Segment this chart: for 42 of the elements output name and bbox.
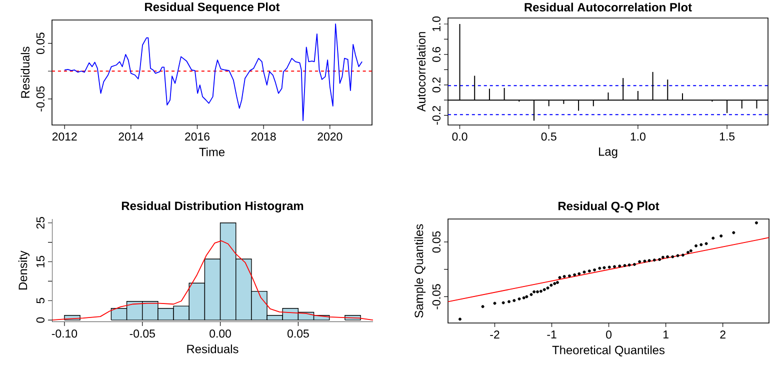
- y-tick-label: -0.2: [432, 106, 440, 125]
- y-tick-label: 0.05: [432, 231, 440, 253]
- chart-title: Residual Q-Q Plot: [558, 201, 660, 212]
- x-tick-label: -0.10: [52, 330, 78, 338]
- x-tick-label: 2018: [251, 132, 276, 141]
- x-tick-label: 2016: [185, 132, 210, 141]
- y-axis-title: Density: [18, 250, 30, 290]
- chart-title: Residual Autocorrelation Plot: [524, 2, 692, 12]
- y-tick-label: 5: [36, 298, 44, 304]
- x-tick-label: 1: [663, 330, 668, 338]
- x-tick-label: -0.05: [130, 330, 155, 338]
- y-axis-title: Sample Quantiles: [414, 224, 426, 318]
- x-axis-title: Residuals: [187, 344, 238, 354]
- x-tick-label: 2012: [52, 132, 77, 141]
- x-tick-label: 2014: [118, 132, 144, 141]
- y-tick-label: 25: [36, 216, 44, 229]
- y-axis-title: Residuals: [20, 46, 30, 98]
- x-tick-label: 0.05: [288, 330, 309, 338]
- x-tick-label: -1: [547, 330, 556, 338]
- y-tick-label: -0.05: [36, 86, 44, 112]
- x-axis-title: Time: [199, 147, 225, 156]
- x-tick-label: 0.00: [210, 330, 231, 338]
- y-tick-label: 0.05: [36, 32, 44, 54]
- x-tick-label: 0.5: [541, 132, 556, 141]
- y-tick-label: 15: [36, 256, 44, 268]
- x-axis-title: Theoretical Quantiles: [552, 345, 665, 356]
- x-axis-title: Lag: [599, 147, 618, 158]
- chart-title: Residual Sequence Plot: [145, 2, 280, 14]
- x-tick-label: 2020: [318, 132, 342, 141]
- y-tick-label: -0.05: [432, 284, 440, 310]
- y-tick-label: 0: [36, 317, 44, 323]
- y-axis-title: Autocorrelation: [416, 32, 426, 112]
- x-tick-label: 0.0: [452, 132, 468, 141]
- x-tick-label: -2: [490, 330, 500, 339]
- x-tick-label: 1.0: [630, 132, 646, 141]
- x-tick-label: 1.5: [720, 132, 735, 141]
- chart-title: Residual Distribution Histogram: [122, 201, 304, 212]
- x-tick-label: 2: [720, 330, 726, 339]
- y-tick-label: 1.0: [432, 16, 440, 32]
- y-tick-label: 0.6: [432, 46, 440, 62]
- y-tick-label: 0.2: [432, 78, 440, 92]
- x-tick-label: 0: [606, 330, 612, 339]
